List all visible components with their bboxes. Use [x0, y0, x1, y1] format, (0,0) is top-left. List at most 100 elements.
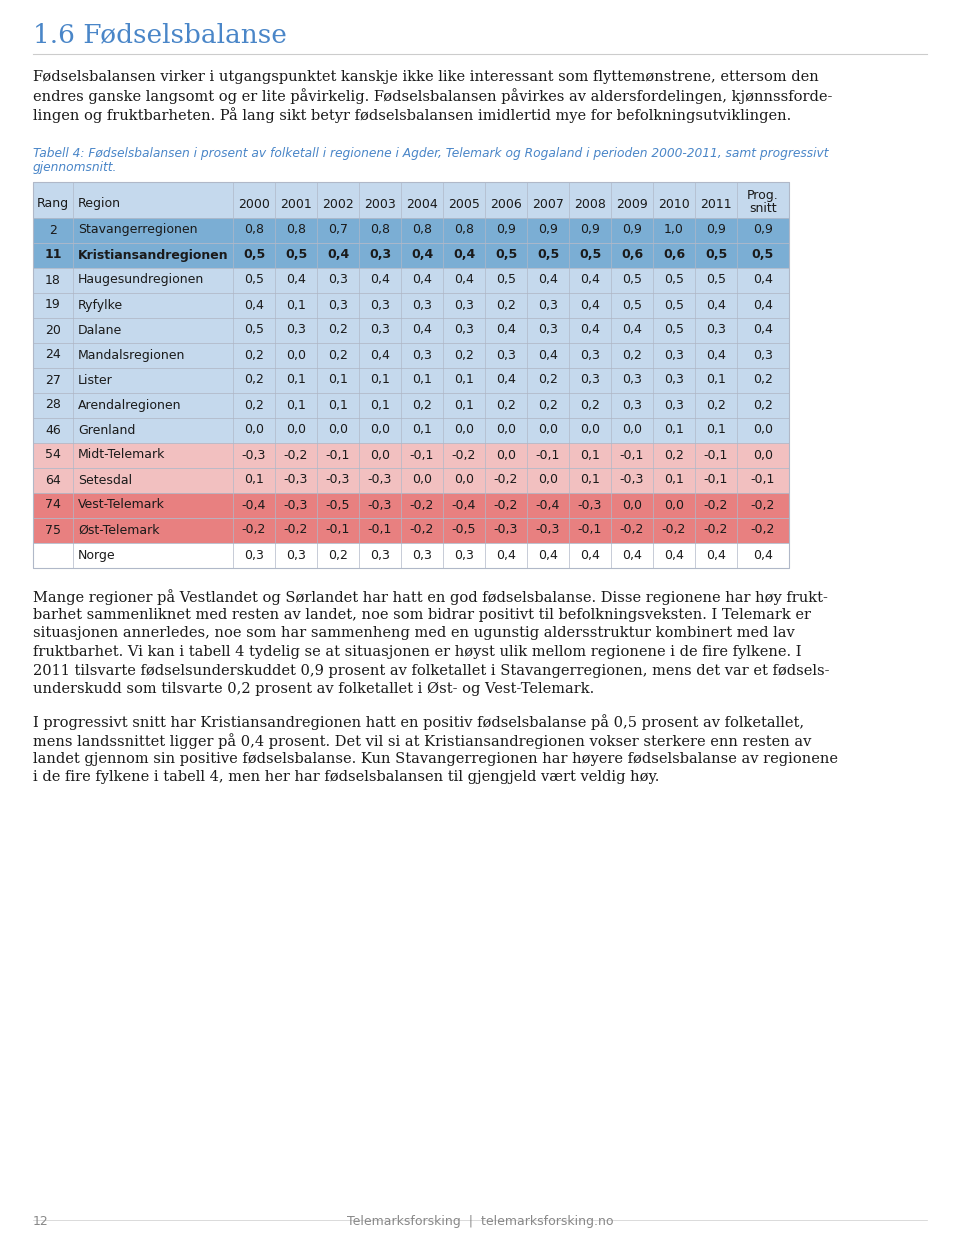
- Bar: [33, 292, 789, 317]
- Text: 0,2: 0,2: [244, 399, 264, 411]
- Text: -0,2: -0,2: [452, 449, 476, 461]
- Text: 0,2: 0,2: [664, 449, 684, 461]
- Text: 0,1: 0,1: [454, 373, 474, 387]
- Text: -0,1: -0,1: [704, 473, 729, 487]
- Text: 75: 75: [45, 524, 61, 536]
- Text: 19: 19: [45, 299, 60, 311]
- Text: 0,3: 0,3: [622, 373, 642, 387]
- Text: 0,4: 0,4: [326, 249, 349, 261]
- Text: -0,1: -0,1: [751, 473, 775, 487]
- Bar: [33, 181, 789, 567]
- Text: 0,5: 0,5: [705, 249, 727, 261]
- Bar: [33, 368, 789, 393]
- Text: Setesdal: Setesdal: [78, 473, 132, 487]
- Text: -0,4: -0,4: [536, 498, 561, 512]
- Text: 0,6: 0,6: [663, 249, 685, 261]
- Text: -0,2: -0,2: [284, 449, 308, 461]
- Text: 0,2: 0,2: [580, 399, 600, 411]
- Text: Midt-Telemark: Midt-Telemark: [78, 449, 165, 461]
- Text: Rang: Rang: [36, 197, 69, 211]
- Text: 0,2: 0,2: [753, 399, 773, 411]
- Text: 0,4: 0,4: [411, 249, 433, 261]
- Text: 0,3: 0,3: [753, 348, 773, 362]
- Text: 28: 28: [45, 399, 60, 411]
- Text: 0,4: 0,4: [412, 323, 432, 337]
- Text: -0,2: -0,2: [704, 524, 729, 536]
- Text: 2003: 2003: [364, 197, 396, 211]
- Text: 0,0: 0,0: [580, 424, 600, 436]
- Text: 20: 20: [45, 323, 60, 337]
- Text: 0,4: 0,4: [370, 348, 390, 362]
- Text: 0,9: 0,9: [706, 223, 726, 237]
- Text: 0,5: 0,5: [243, 249, 265, 261]
- Text: snitt: snitt: [749, 202, 777, 214]
- Bar: [33, 268, 789, 292]
- Bar: [33, 467, 789, 492]
- Text: 0,5: 0,5: [622, 274, 642, 286]
- Text: 0,0: 0,0: [370, 424, 390, 436]
- Text: 0,0: 0,0: [244, 424, 264, 436]
- Text: -0,2: -0,2: [493, 498, 518, 512]
- Text: 0,3: 0,3: [369, 249, 391, 261]
- Text: 0,5: 0,5: [496, 274, 516, 286]
- Text: 0,2: 0,2: [412, 399, 432, 411]
- Text: 0,2: 0,2: [496, 399, 516, 411]
- Text: 0,2: 0,2: [244, 348, 264, 362]
- Text: 0,3: 0,3: [538, 299, 558, 311]
- Text: -0,2: -0,2: [620, 524, 644, 536]
- Text: 0,4: 0,4: [580, 299, 600, 311]
- Text: 0,3: 0,3: [454, 299, 474, 311]
- Text: mens landssnittet ligger på 0,4 prosent. Det vil si at Kristiansandregionen voks: mens landssnittet ligger på 0,4 prosent.…: [33, 733, 811, 748]
- Text: -0,1: -0,1: [410, 449, 434, 461]
- Text: 0,1: 0,1: [706, 424, 726, 436]
- Text: 0,1: 0,1: [370, 399, 390, 411]
- Text: gjennomsnitt.: gjennomsnitt.: [33, 161, 117, 175]
- Text: 0,1: 0,1: [706, 373, 726, 387]
- Text: 0,4: 0,4: [370, 274, 390, 286]
- Text: 0,1: 0,1: [286, 373, 306, 387]
- Text: 0,0: 0,0: [753, 424, 773, 436]
- Text: Stavangerregionen: Stavangerregionen: [78, 223, 198, 237]
- Text: 0,5: 0,5: [664, 299, 684, 311]
- Text: 0,4: 0,4: [538, 274, 558, 286]
- Text: 0,4: 0,4: [706, 549, 726, 561]
- Text: Mandalsregionen: Mandalsregionen: [78, 348, 185, 362]
- Text: 0,6: 0,6: [621, 249, 643, 261]
- Text: 0,4: 0,4: [454, 274, 474, 286]
- Text: 11: 11: [44, 249, 61, 261]
- Text: -0,2: -0,2: [410, 498, 434, 512]
- Text: underskudd som tilsvarte 0,2 prosent av folketallet i Øst- og Vest-Telemark.: underskudd som tilsvarte 0,2 prosent av …: [33, 681, 594, 696]
- Text: 0,2: 0,2: [328, 348, 348, 362]
- Text: 0,0: 0,0: [454, 473, 474, 487]
- Text: 64: 64: [45, 473, 60, 487]
- Text: 0,3: 0,3: [496, 348, 516, 362]
- Text: 0,0: 0,0: [753, 449, 773, 461]
- Text: Dalane: Dalane: [78, 323, 122, 337]
- Text: 0,8: 0,8: [454, 223, 474, 237]
- Text: 0,1: 0,1: [328, 399, 348, 411]
- Text: 0,3: 0,3: [664, 399, 684, 411]
- Text: endres ganske langsomt og er lite påvirkelig. Fødselsbalansen påvirkes av alders: endres ganske langsomt og er lite påvirk…: [33, 88, 832, 104]
- Text: 0,1: 0,1: [370, 373, 390, 387]
- Text: 0,0: 0,0: [370, 449, 390, 461]
- Text: -0,1: -0,1: [536, 449, 561, 461]
- Text: 0,3: 0,3: [412, 299, 432, 311]
- Text: Kristiansandregionen: Kristiansandregionen: [78, 249, 228, 261]
- Bar: [33, 518, 789, 543]
- Text: 0,8: 0,8: [286, 223, 306, 237]
- Text: -0,3: -0,3: [284, 473, 308, 487]
- Text: 1,0: 1,0: [664, 223, 684, 237]
- Text: 0,2: 0,2: [328, 549, 348, 561]
- Text: -0,3: -0,3: [325, 473, 350, 487]
- Text: Region: Region: [78, 197, 121, 211]
- Text: 0,5: 0,5: [752, 249, 774, 261]
- Text: 0,2: 0,2: [753, 373, 773, 387]
- Text: 1.6 Fødselsbalanse: 1.6 Fødselsbalanse: [33, 22, 287, 47]
- Text: 0,3: 0,3: [244, 549, 264, 561]
- Text: 0,8: 0,8: [370, 223, 390, 237]
- Text: 0,3: 0,3: [580, 373, 600, 387]
- Text: -0,1: -0,1: [368, 524, 393, 536]
- Text: 0,0: 0,0: [328, 424, 348, 436]
- Text: 2010: 2010: [659, 197, 690, 211]
- Text: 0,4: 0,4: [580, 274, 600, 286]
